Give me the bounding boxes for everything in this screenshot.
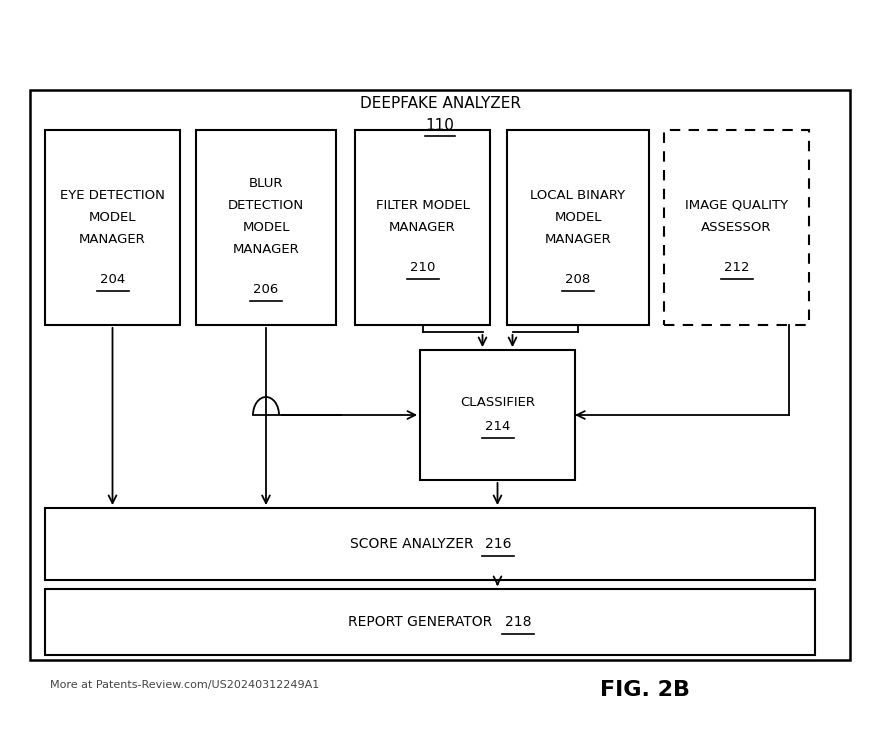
Text: REPORT GENERATOR: REPORT GENERATOR [348, 615, 492, 629]
Bar [45, 589, 815, 655]
Bar [355, 130, 490, 325]
Text: More at Patents-Review.com/US20240312249A1: More at Patents-Review.com/US20240312249… [50, 680, 319, 690]
Text: FIG. 2B: FIG. 2B [600, 680, 690, 700]
Text: LOCAL BINARY: LOCAL BINARY [531, 189, 626, 202]
Text: MANAGER: MANAGER [79, 233, 146, 246]
Text: 206: 206 [253, 283, 279, 296]
Text: MANAGER: MANAGER [389, 221, 456, 234]
Bar [45, 508, 815, 580]
Text: BLUR: BLUR [249, 177, 283, 190]
Bar [507, 130, 649, 325]
Bar [30, 90, 850, 660]
Text: 214: 214 [485, 420, 510, 434]
Bar [664, 130, 809, 325]
Bar [420, 350, 575, 480]
Text: 208: 208 [565, 273, 590, 286]
Text: MODEL: MODEL [242, 221, 290, 234]
Text: ASSESSOR: ASSESSOR [701, 221, 772, 234]
Text: MANAGER: MANAGER [545, 233, 612, 246]
Text: EYE DETECTION: EYE DETECTION [60, 189, 165, 202]
Text: MANAGER: MANAGER [232, 243, 299, 256]
Text: 110: 110 [426, 118, 454, 133]
Text: 210: 210 [410, 261, 436, 274]
Text: MODEL: MODEL [554, 211, 602, 224]
Text: DEEPFAKE ANALYZER: DEEPFAKE ANALYZER [360, 97, 520, 112]
Text: 212: 212 [723, 261, 749, 274]
Text: 204: 204 [99, 273, 125, 286]
Bar [196, 130, 336, 325]
Text: CLASSIFIER: CLASSIFIER [460, 396, 535, 410]
Text: FILTER MODEL: FILTER MODEL [376, 199, 469, 212]
Text: DETECTION: DETECTION [228, 199, 304, 212]
Bar [45, 130, 180, 325]
Text: 218: 218 [505, 615, 532, 629]
Text: 216: 216 [485, 537, 511, 551]
Text: MODEL: MODEL [89, 211, 136, 224]
Text: IMAGE QUALITY: IMAGE QUALITY [685, 199, 788, 212]
Text: SCORE ANALYZER: SCORE ANALYZER [350, 537, 473, 551]
